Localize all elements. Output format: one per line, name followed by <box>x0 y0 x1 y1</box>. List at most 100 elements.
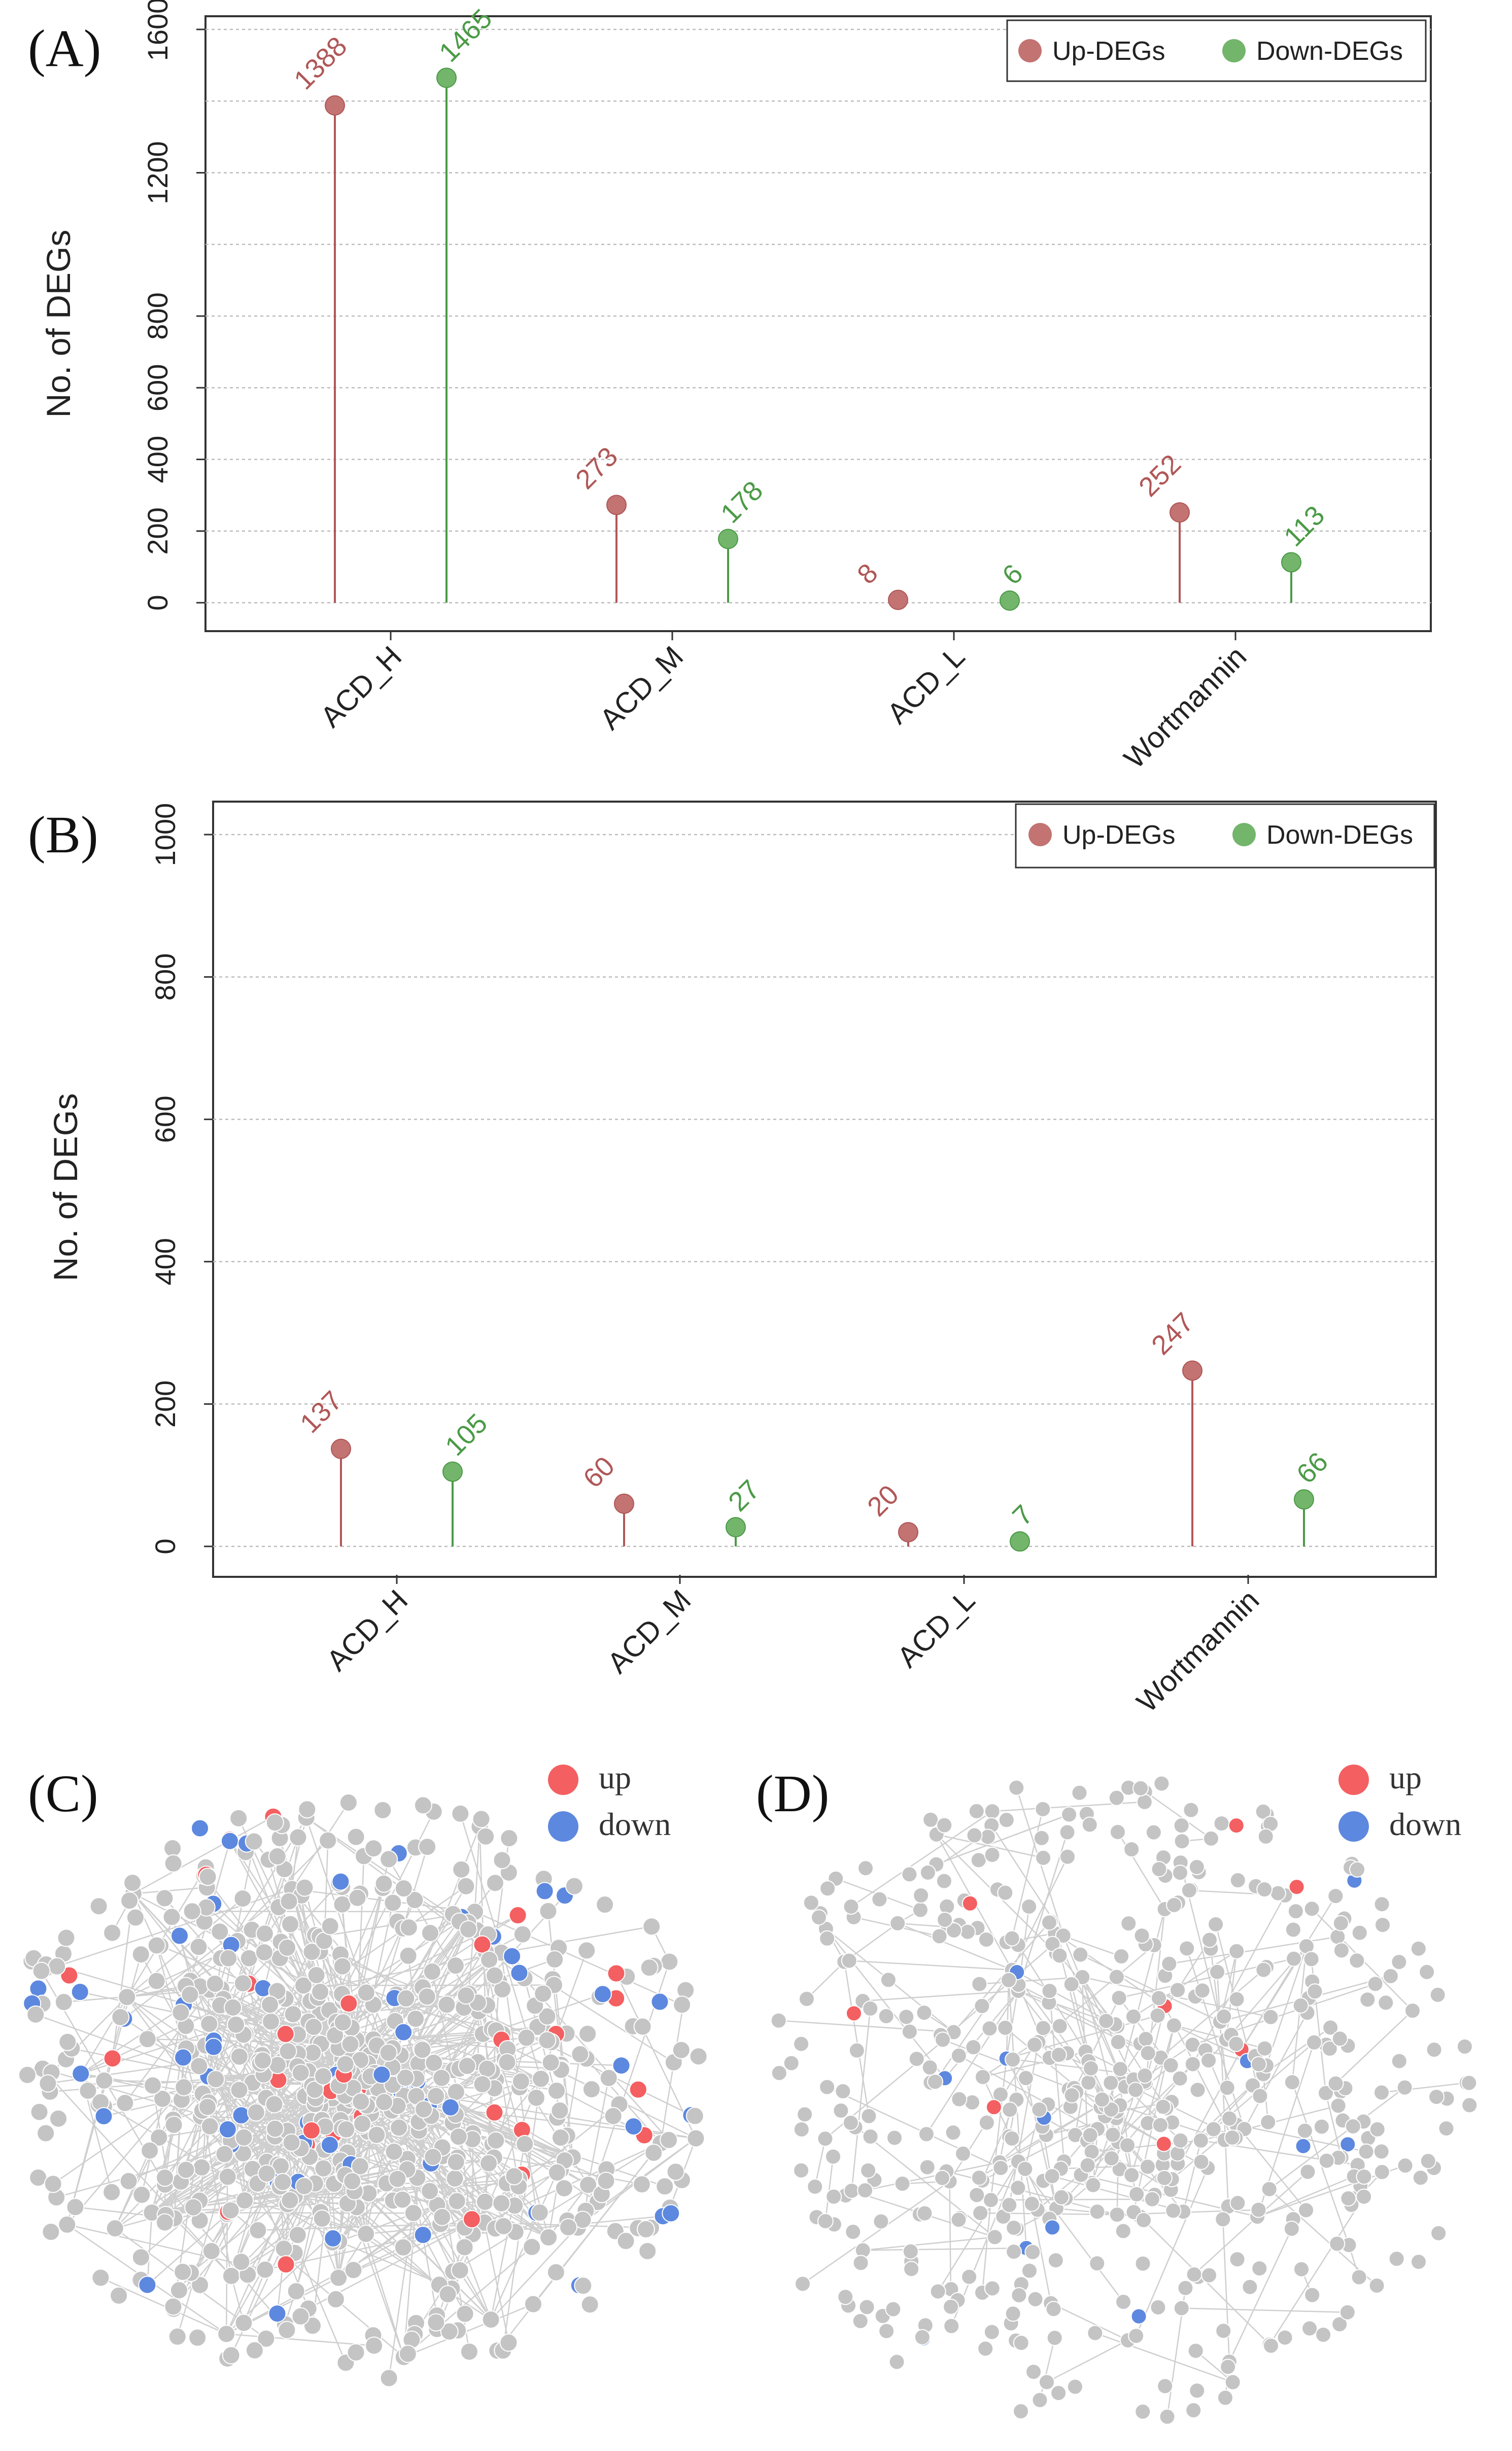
panel-a-y-tick-label: 1200 <box>142 141 174 204</box>
panel-d-node <box>1208 1916 1224 1932</box>
panel-c-node <box>313 2209 331 2228</box>
panel-c-node <box>660 2130 678 2149</box>
panel-c-edge <box>453 2143 661 2272</box>
panel-d-node <box>1184 2056 1201 2073</box>
panel-c-node <box>118 1988 136 2007</box>
panel-c-node <box>184 2198 203 2217</box>
panel-c-node <box>577 1941 596 1960</box>
panel-d-node <box>1220 2359 1236 2375</box>
panel-d-edge <box>1222 2219 1230 2362</box>
panel-c-node <box>478 2059 497 2078</box>
panel-d-node <box>1172 2070 1188 2087</box>
panel-d-node <box>1287 1903 1304 1920</box>
panel-c-node <box>633 2017 652 2036</box>
panel-d-node <box>1017 2069 1034 2086</box>
panel-d-node <box>1082 2127 1098 2144</box>
panel-d-node <box>1351 1924 1368 1941</box>
panel-d-edge <box>863 2247 1026 2251</box>
panel-d-edge <box>865 2161 1000 2191</box>
panel-a-down-point <box>1281 552 1301 573</box>
panel-d-node <box>930 2283 946 2300</box>
panel-c-node <box>492 2194 511 2213</box>
panel-c-edge <box>430 2163 471 2224</box>
panel-c-node <box>574 2276 593 2295</box>
panel-d-node <box>916 2005 933 2021</box>
panel-c-node <box>174 2262 192 2281</box>
panel-c-node <box>171 2003 190 2022</box>
panel-d-node <box>978 1931 994 1948</box>
panel-d-down-node <box>1130 2308 1147 2325</box>
panel-d-node <box>1307 1983 1323 2000</box>
panel-d-node <box>873 2213 889 2230</box>
panel-d-node <box>845 2223 862 2240</box>
panel-d-node <box>971 1976 988 1992</box>
panel-d-node <box>1194 1982 1211 1999</box>
panel-d-node <box>901 1866 918 1883</box>
panel-c-node <box>230 2081 249 2099</box>
panel-d-node <box>950 2212 967 2228</box>
panel-d-node <box>1313 2118 1330 2135</box>
panel-d-edge <box>1244 2012 1308 2130</box>
panel-d-node <box>771 2064 787 2081</box>
panel-d-node <box>1186 2266 1202 2283</box>
panel-c-node <box>219 1949 238 1967</box>
panel-c-node <box>144 2076 162 2095</box>
panel-b-down-point <box>1010 1531 1030 1552</box>
panel-c-edge <box>56 1888 292 1967</box>
panel-b-up-point <box>898 1522 918 1542</box>
panel-d-node <box>1205 2121 1222 2137</box>
panel-b-y-tick-label: 600 <box>149 1095 181 1143</box>
panel-d-node <box>1391 1954 1407 1971</box>
panel-d-node <box>878 2008 895 2024</box>
panel-c-node <box>200 2117 219 2136</box>
panel-c-node <box>37 2124 55 2143</box>
panel-c-edge <box>352 2181 492 2320</box>
panel-c-node <box>30 2102 49 2121</box>
panel-d-node <box>1456 2038 1473 2055</box>
panel-d-edge <box>1024 2168 1052 2303</box>
panel-d-node <box>1351 2269 1367 2286</box>
panel-d-node <box>919 1864 936 1881</box>
panel-c-node <box>551 2101 569 2120</box>
panel-c-node <box>198 2097 217 2116</box>
panel-c-down-node <box>324 2229 342 2248</box>
panel-d-edge <box>1006 1980 1010 2059</box>
panel-d-node <box>837 2289 854 2305</box>
panel-d-edge <box>1017 2161 1124 2302</box>
panel-d-node <box>977 2340 994 2357</box>
panel-d-edge <box>824 2156 834 2222</box>
panel-d-node <box>1113 1948 1130 1965</box>
panel-c-node <box>224 1998 243 2017</box>
panel-d-edge <box>1135 2167 1209 2336</box>
panel-c-node <box>388 2169 407 2188</box>
panel-c-edge <box>72 2048 209 2077</box>
panel-b-legend-box <box>1015 803 1435 869</box>
panel-c-node <box>524 2295 542 2314</box>
panel-d-node <box>1071 1784 1088 1801</box>
panel-b-up-point <box>331 1438 351 1459</box>
panel-d-edge <box>1160 1969 1264 2058</box>
panel-c-node <box>305 2080 324 2099</box>
panel-d-node <box>783 2055 800 2072</box>
panel-c-edge <box>291 1802 349 1890</box>
panel-d-node <box>982 2192 999 2208</box>
panel-c-node <box>54 1993 73 2012</box>
panel-d-node <box>935 2031 951 2048</box>
panel-c-node <box>353 2115 372 2133</box>
panel-c-node <box>689 2047 708 2066</box>
panel-c-node <box>545 1950 564 1969</box>
panel-d-node <box>974 1997 990 2014</box>
panel-d-node <box>1438 2120 1455 2137</box>
panel-c-edge <box>615 1973 697 2139</box>
panel-c-node <box>202 2241 221 2260</box>
panel-c-up-node <box>607 1964 626 1983</box>
panel-d-node <box>857 2182 874 2199</box>
panel-c-edge <box>359 1911 476 2167</box>
panel-a-up-value-label: 8 <box>851 558 884 590</box>
panel-d-node <box>1005 2305 1021 2322</box>
panel-c-node <box>183 1902 201 1921</box>
panel-c-node <box>398 2344 417 2363</box>
panel-a-legend-box <box>1006 19 1427 82</box>
panel-c-up-node <box>508 1906 527 1925</box>
panel-d-edge <box>827 2086 1001 2169</box>
